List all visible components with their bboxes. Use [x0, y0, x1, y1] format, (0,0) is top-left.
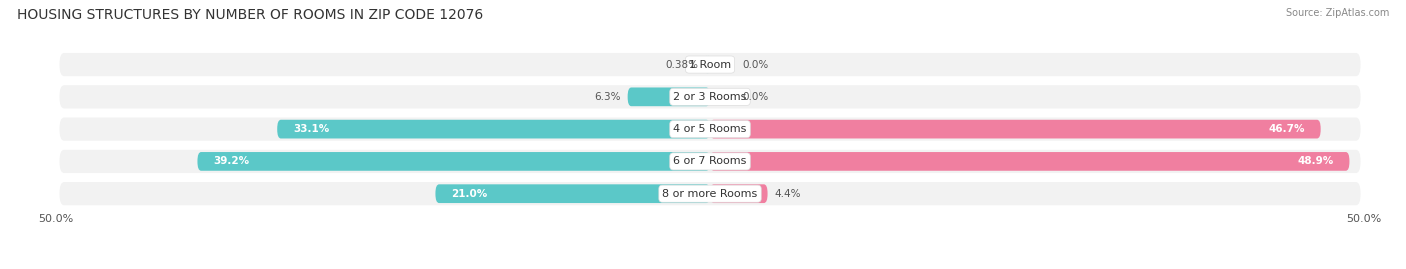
FancyBboxPatch shape: [710, 120, 1320, 139]
Text: 21.0%: 21.0%: [451, 189, 488, 199]
FancyBboxPatch shape: [59, 53, 1361, 76]
Text: 0.38%: 0.38%: [665, 59, 699, 70]
FancyBboxPatch shape: [277, 120, 710, 139]
Text: Source: ZipAtlas.com: Source: ZipAtlas.com: [1285, 8, 1389, 18]
Text: 48.9%: 48.9%: [1298, 156, 1334, 167]
FancyBboxPatch shape: [59, 182, 1361, 205]
FancyBboxPatch shape: [710, 152, 1350, 171]
Text: 0.0%: 0.0%: [742, 59, 769, 70]
FancyBboxPatch shape: [59, 150, 1361, 173]
Text: 1 Room: 1 Room: [689, 59, 731, 70]
Text: 39.2%: 39.2%: [214, 156, 249, 167]
FancyBboxPatch shape: [627, 87, 710, 106]
FancyBboxPatch shape: [59, 118, 1361, 141]
Text: 4 or 5 Rooms: 4 or 5 Rooms: [673, 124, 747, 134]
FancyBboxPatch shape: [436, 184, 710, 203]
Text: 6 or 7 Rooms: 6 or 7 Rooms: [673, 156, 747, 167]
Text: 6.3%: 6.3%: [595, 92, 621, 102]
FancyBboxPatch shape: [197, 152, 710, 171]
Text: 8 or more Rooms: 8 or more Rooms: [662, 189, 758, 199]
Text: 33.1%: 33.1%: [292, 124, 329, 134]
FancyBboxPatch shape: [704, 55, 710, 74]
Text: 46.7%: 46.7%: [1268, 124, 1305, 134]
Text: 4.4%: 4.4%: [775, 189, 800, 199]
Text: 2 or 3 Rooms: 2 or 3 Rooms: [673, 92, 747, 102]
Text: 0.0%: 0.0%: [742, 92, 769, 102]
Text: HOUSING STRUCTURES BY NUMBER OF ROOMS IN ZIP CODE 12076: HOUSING STRUCTURES BY NUMBER OF ROOMS IN…: [17, 8, 484, 22]
FancyBboxPatch shape: [710, 184, 768, 203]
FancyBboxPatch shape: [59, 85, 1361, 108]
